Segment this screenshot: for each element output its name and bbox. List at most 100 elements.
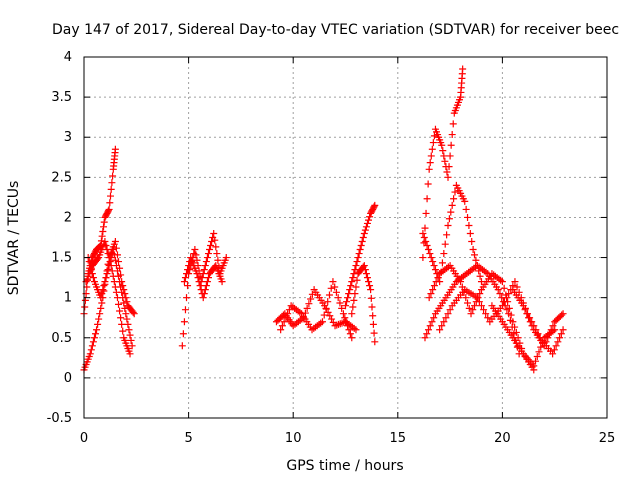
y-tick-label: 4	[64, 50, 72, 65]
data-point	[278, 322, 286, 330]
data-point	[106, 192, 114, 200]
data-point	[122, 310, 130, 318]
data-point	[181, 274, 189, 282]
data-point	[558, 311, 566, 319]
data-point	[422, 238, 430, 246]
data-point	[434, 274, 442, 282]
y-tick-label: 0	[64, 371, 72, 386]
data-point	[347, 282, 355, 290]
data-point	[369, 312, 377, 320]
data-point	[450, 195, 458, 203]
data-point	[471, 302, 479, 310]
data-point	[443, 168, 451, 176]
chart-title: Day 147 of 2017, Sidereal Day-to-day VTE…	[52, 22, 619, 38]
data-point	[353, 258, 361, 266]
data-point	[441, 240, 449, 248]
data-point	[354, 254, 362, 262]
data-point	[103, 246, 111, 254]
data-point	[115, 300, 123, 308]
y-tick-label: 2	[64, 210, 72, 225]
data-point	[537, 343, 545, 351]
data-point	[105, 262, 113, 270]
data-point	[201, 286, 209, 294]
data-point	[194, 274, 202, 282]
data-point	[111, 145, 119, 153]
data-point	[200, 266, 208, 274]
data-point	[349, 303, 357, 311]
data-point	[367, 294, 375, 302]
data-point	[357, 242, 365, 250]
data-point	[210, 229, 218, 237]
data-point	[371, 201, 379, 209]
data-point	[117, 283, 125, 291]
data-point	[360, 262, 368, 270]
data-point	[94, 255, 102, 263]
y-axis-title: SDTVAR / TECUs	[6, 181, 22, 296]
data-point	[507, 311, 515, 319]
data-point	[99, 227, 107, 235]
series-track-6	[180, 254, 226, 302]
data-point	[180, 318, 188, 326]
data-point	[476, 272, 484, 280]
data-point	[464, 299, 472, 307]
data-point	[85, 258, 93, 266]
data-point	[523, 310, 531, 318]
data-point	[477, 302, 485, 310]
data-point	[348, 334, 356, 342]
data-point	[445, 163, 453, 171]
data-point	[429, 258, 437, 266]
data-point	[343, 298, 351, 306]
data-point	[218, 278, 226, 286]
data-point	[214, 256, 222, 264]
data-point	[550, 346, 558, 354]
data-point	[103, 270, 111, 278]
data-point	[513, 283, 521, 291]
data-point	[207, 242, 215, 250]
data-point	[370, 329, 378, 337]
data-point	[442, 314, 450, 322]
data-point	[102, 242, 110, 250]
data-point	[107, 185, 115, 193]
data-point	[432, 278, 440, 286]
series-track-17	[488, 302, 559, 370]
data-point	[426, 250, 434, 258]
axis-ticks: 0 5 10 15 20 25 -0.5 0 0.5 1 1.5 2 2.5 3 3.5 4	[47, 50, 616, 446]
data-point	[471, 251, 479, 259]
data-point	[195, 278, 203, 286]
data-point	[123, 298, 131, 306]
data-point	[440, 318, 448, 326]
data-point	[191, 246, 199, 254]
data-point	[559, 310, 567, 318]
data-point	[351, 290, 359, 298]
data-point	[431, 266, 439, 274]
data-point	[100, 218, 108, 226]
data-point	[428, 145, 436, 153]
data-point	[318, 318, 326, 326]
data-point	[512, 328, 520, 336]
data-point	[200, 290, 208, 298]
data-point	[130, 310, 138, 318]
data-point	[109, 246, 117, 254]
data-point	[459, 65, 467, 73]
data-point	[346, 286, 354, 294]
data-point	[436, 326, 444, 334]
data-point	[469, 306, 477, 314]
data-point	[358, 238, 366, 246]
data-point	[331, 283, 339, 291]
data-point	[181, 306, 189, 314]
data-point	[427, 290, 435, 298]
data-point	[369, 320, 377, 328]
data-point	[366, 213, 374, 221]
data-point	[282, 314, 290, 322]
data-point	[112, 262, 120, 270]
data-point	[336, 299, 344, 307]
data-point	[344, 294, 352, 302]
plot-frame	[83, 56, 608, 419]
data-point	[466, 229, 474, 237]
data-point	[183, 294, 191, 302]
data-point	[332, 288, 340, 296]
data-point	[440, 250, 448, 258]
data-point	[101, 238, 109, 246]
data-point	[419, 229, 427, 237]
data-point	[426, 159, 434, 167]
